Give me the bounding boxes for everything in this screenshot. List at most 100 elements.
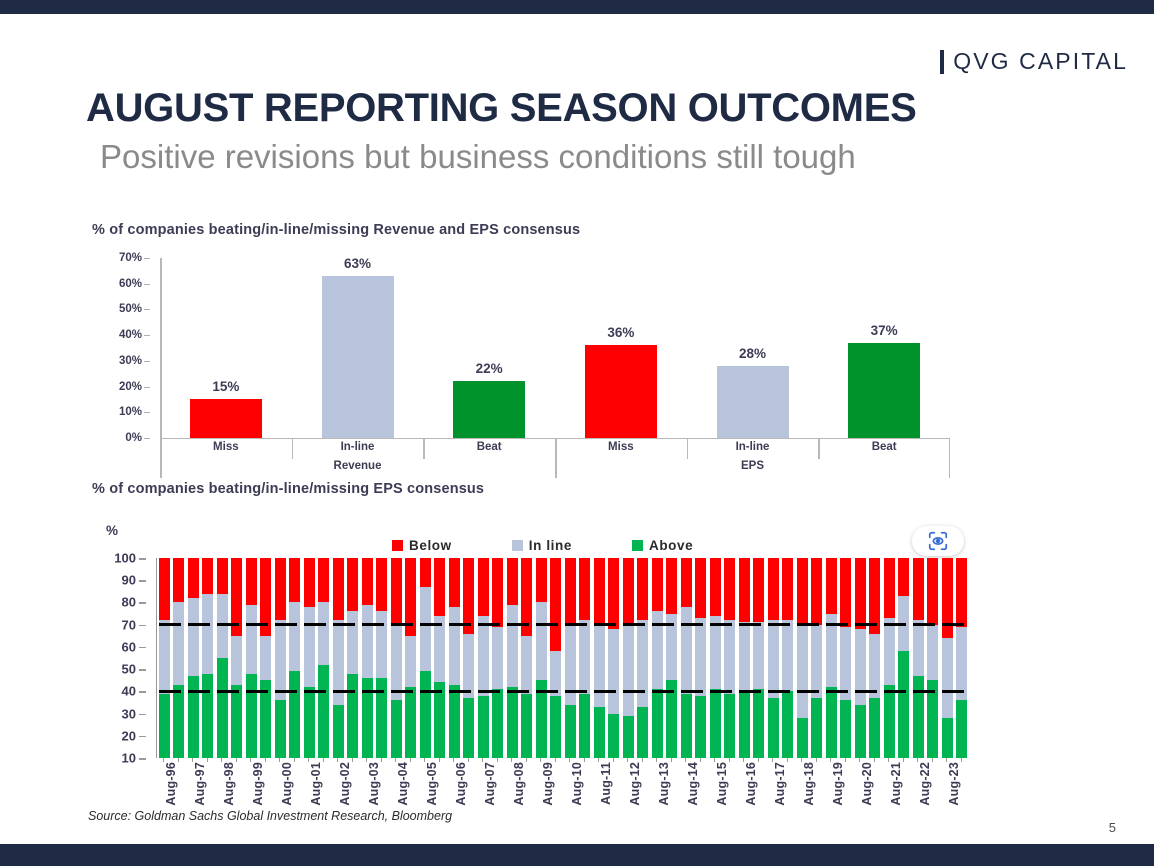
chart2-segment-inline bbox=[637, 620, 649, 707]
chart2-segment-below bbox=[811, 558, 823, 625]
chart1-bar-value-label: 15% bbox=[212, 379, 240, 395]
chart2-stacked-bar bbox=[666, 558, 678, 758]
chart2-stacked-bar bbox=[390, 558, 402, 758]
revenue-eps-column-chart: 0% 10% 20% 30% 40% 50% 60% 70% 15% 63% 22% 36% 28% 3… bbox=[92, 252, 952, 478]
chart2-segment-inline bbox=[158, 620, 170, 694]
chart2-segment-inline bbox=[492, 626, 504, 690]
chart2-reference-line-dash bbox=[768, 623, 790, 627]
chart2-legend-item[interactable]: Above bbox=[631, 538, 693, 553]
chart2-segment-above bbox=[825, 686, 837, 758]
chart1-bar-value-label: 22% bbox=[475, 361, 503, 377]
chart2-segment-inline bbox=[506, 604, 518, 687]
eps-consensus-stacked-chart: % Below In line Above 10 20 30 40 50 60 70 80 90 10… bbox=[92, 518, 972, 808]
chart2-segment-inline bbox=[463, 633, 475, 698]
chart1-category-label: Miss bbox=[213, 441, 239, 453]
chart2-x-tickmark bbox=[728, 758, 730, 762]
chart2-stacked-bar bbox=[622, 558, 634, 758]
chart2-stacked-bar bbox=[274, 558, 286, 758]
chart2-segment-inline bbox=[869, 633, 881, 698]
chart2-y-tickmark bbox=[139, 624, 146, 627]
chart2-segment-inline bbox=[245, 604, 257, 674]
chart2-stacked-bar bbox=[593, 558, 605, 758]
chart2-legend: Below In line Above bbox=[392, 538, 693, 553]
chart2-segment-inline bbox=[782, 620, 794, 692]
chart2-x-tickmark bbox=[641, 758, 643, 762]
chart2-segment-inline bbox=[883, 618, 895, 685]
chart2-segment-above bbox=[608, 713, 620, 758]
chart2-segment-inline bbox=[622, 624, 634, 716]
chart2-x-tickmark bbox=[583, 758, 585, 762]
chart2-reference-line-dash bbox=[420, 623, 442, 627]
chart2-segment-above bbox=[506, 686, 518, 758]
chart2-reference-line-dash bbox=[304, 689, 326, 693]
chart2-segment-below bbox=[956, 558, 968, 627]
chart1-y-tick-label: 0% bbox=[125, 432, 142, 444]
chart2-x-axis-label: Aug-12 bbox=[627, 762, 642, 806]
chart2-segment-below bbox=[535, 558, 547, 603]
chart2-x-tickmark bbox=[395, 758, 397, 762]
chart1-bar bbox=[716, 366, 789, 438]
chart2-segment-above bbox=[854, 704, 866, 758]
chart2-y-tickmark bbox=[139, 646, 146, 649]
chart2-reference-line-dash bbox=[159, 623, 181, 627]
lens-scan-icon[interactable] bbox=[912, 526, 964, 556]
chart2-segment-inline bbox=[767, 620, 779, 698]
chart2-segment-below bbox=[434, 558, 446, 616]
chart2-x-axis-label: Aug-07 bbox=[482, 762, 497, 806]
chart1-group-label: EPS bbox=[740, 460, 765, 472]
chart2-x-tickmark bbox=[192, 758, 194, 762]
chart2-x-axis-label: Aug-05 bbox=[424, 762, 439, 806]
chart2-reference-line-dash bbox=[420, 689, 442, 693]
chart2-x-tickmark bbox=[525, 758, 527, 762]
chart2-legend-swatch bbox=[392, 540, 403, 551]
chart2-x-tickmark bbox=[873, 758, 875, 762]
chart2-segment-above bbox=[579, 693, 591, 758]
chart1-category-label: In-line bbox=[735, 441, 770, 453]
chart2-y-tick-label: 40 bbox=[121, 683, 136, 699]
chart2-segment-above bbox=[912, 675, 924, 758]
chart2-segment-inline bbox=[753, 622, 765, 690]
chart2-unit-label: % bbox=[106, 523, 119, 538]
chart2-segment-inline bbox=[956, 626, 968, 701]
chart2-stacked-bar bbox=[332, 558, 344, 758]
chart2-segment-below bbox=[448, 558, 460, 607]
chart2-stacked-bar bbox=[753, 558, 765, 758]
chart1-bar-value-label: 63% bbox=[343, 256, 372, 271]
chart2-x-tickmark bbox=[598, 758, 600, 762]
chart2-segment-inline bbox=[912, 620, 924, 676]
chart2-x-tickmark bbox=[293, 758, 295, 762]
chart1-y-tick-label: 50% bbox=[118, 303, 142, 316]
chart2-segment-above bbox=[651, 689, 663, 758]
chart2-segment-above bbox=[535, 680, 547, 758]
chart2-segment-below bbox=[869, 558, 881, 634]
chart2-segment-below bbox=[680, 558, 692, 607]
chart2-y-tick-label: 30 bbox=[121, 706, 136, 722]
chart2-segment-above bbox=[361, 678, 373, 758]
chart2-segment-below bbox=[695, 558, 707, 618]
chart2-y-tick-label: 80 bbox=[121, 594, 136, 610]
chart2-stacked-bar bbox=[579, 558, 591, 758]
chart2-x-tickmark bbox=[264, 758, 266, 762]
chart1-y-tick-label: 60% bbox=[118, 277, 142, 290]
chart2-stacked-bar bbox=[724, 558, 736, 758]
chart2-segment-inline bbox=[854, 629, 866, 705]
chart2-x-tickmark bbox=[163, 758, 165, 762]
chart2-reference-line-dash bbox=[884, 689, 906, 693]
chart2-segment-below bbox=[463, 558, 475, 634]
chart2-legend-item[interactable]: Below bbox=[392, 538, 452, 553]
chart2-segment-inline bbox=[361, 604, 373, 678]
chart2-segment-inline bbox=[680, 606, 692, 694]
chart2-stacked-bar bbox=[912, 558, 924, 758]
chart2-segment-below bbox=[782, 558, 794, 621]
chart1-category-label: In-line bbox=[340, 441, 375, 453]
chart2-x-tickmark bbox=[743, 758, 745, 762]
chart2-stacked-bar bbox=[825, 558, 837, 758]
chart1-category-divider bbox=[291, 438, 294, 459]
chart2-legend-item[interactable]: In line bbox=[511, 538, 572, 553]
chart2-x-tickmark bbox=[902, 758, 904, 762]
chart2-x-axis-label: Aug-11 bbox=[598, 762, 613, 805]
chart2-segment-inline bbox=[724, 620, 736, 694]
chart2-stacked-bar bbox=[448, 558, 460, 758]
chart1-category-divider bbox=[818, 438, 820, 459]
